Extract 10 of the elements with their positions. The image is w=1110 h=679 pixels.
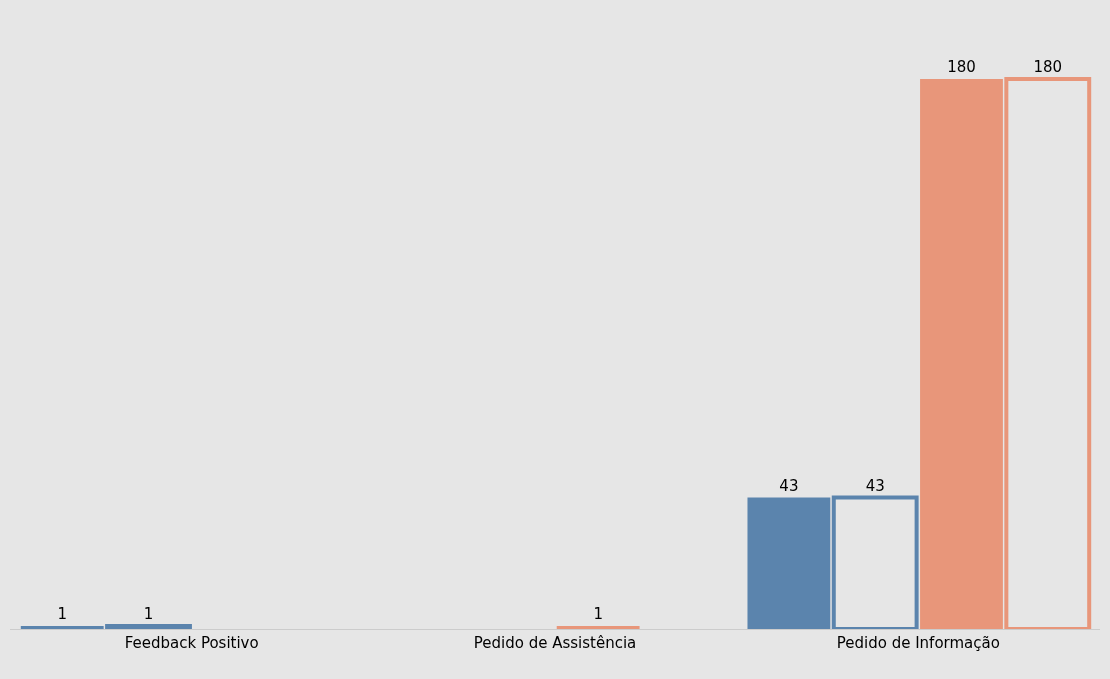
data-label: 180 xyxy=(1033,57,1063,76)
data-label: 180 xyxy=(947,57,976,76)
data-label: 1 xyxy=(593,604,603,623)
data-label: 43 xyxy=(865,476,885,495)
x-tick-label: Feedback Positivo xyxy=(124,634,259,652)
data-label: 1 xyxy=(143,604,154,623)
x-tick-label: Pedido de Informação xyxy=(836,634,1000,652)
data-label: 1 xyxy=(57,604,67,623)
data-label: 43 xyxy=(779,476,799,495)
x-tick-label: Pedido de Assistência xyxy=(473,634,637,652)
